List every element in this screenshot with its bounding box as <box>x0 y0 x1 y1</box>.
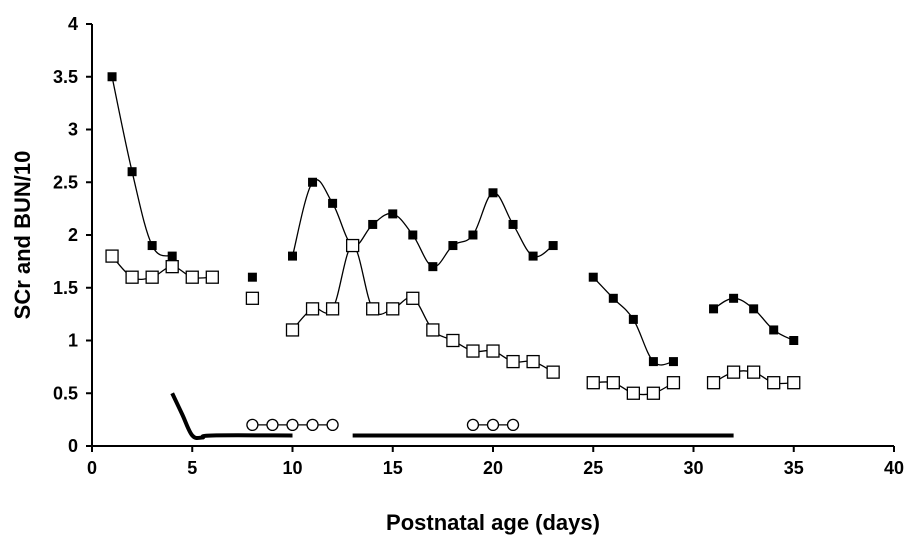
series-open-circle <box>246 418 520 432</box>
data-point-filled-square <box>648 357 658 367</box>
data-point-open-square <box>506 354 520 369</box>
series-open-square <box>105 238 801 400</box>
data-point-filled-square <box>288 251 297 261</box>
thick-line-segment <box>170 392 293 441</box>
data-point-open-square <box>706 376 721 390</box>
data-point-filled-square <box>167 251 177 261</box>
x-tick-label: 10 <box>282 458 302 478</box>
data-point-filled-square <box>107 72 117 82</box>
y-tick-group: 0 0.5 1 1.5 2 2.5 3 3.5 4 <box>53 14 92 456</box>
data-point-open-square <box>245 291 260 305</box>
data-point-filled-square <box>709 304 719 314</box>
data-point-open-circle <box>246 418 259 432</box>
series-filled-square <box>107 72 799 367</box>
data-point-open-circle <box>306 418 319 432</box>
data-point-filled-square <box>789 336 799 345</box>
data-point-open-square <box>366 302 380 316</box>
y-tick-label: 1 <box>68 331 78 351</box>
data-point-filled-square <box>548 241 558 251</box>
series-line <box>111 76 173 257</box>
data-point-filled-square <box>388 209 398 219</box>
data-point-filled-square <box>147 241 157 251</box>
data-point-filled-square <box>408 230 418 240</box>
data-point-open-square <box>426 323 440 337</box>
y-tick-label: 3 <box>68 120 78 140</box>
plot-area <box>105 72 801 441</box>
data-point-filled-square <box>528 251 538 261</box>
y-tick-label: 1.5 <box>53 278 78 298</box>
data-point-filled-square <box>468 230 478 240</box>
data-point-filled-square <box>328 198 338 208</box>
data-point-open-square <box>205 270 219 284</box>
data-point-filled-square <box>448 241 458 251</box>
data-point-open-circle <box>486 418 500 432</box>
data-point-open-square <box>325 302 340 316</box>
data-point-filled-square <box>729 293 739 303</box>
x-tick-label: 25 <box>583 458 603 478</box>
x-tick-label: 30 <box>683 458 703 478</box>
data-point-filled-square <box>488 188 498 198</box>
data-point-open-square <box>125 270 139 284</box>
data-point-open-square <box>646 386 661 400</box>
data-point-open-circle <box>326 418 339 432</box>
x-tick-label: 5 <box>187 458 197 478</box>
data-point-filled-square <box>608 293 618 303</box>
series-none <box>170 392 734 441</box>
data-point-open-square <box>305 302 320 316</box>
data-point-open-square <box>105 249 119 263</box>
data-point-filled-square <box>308 177 318 187</box>
data-point-filled-square <box>428 262 438 272</box>
data-point-open-square <box>406 291 420 305</box>
data-point-open-square <box>185 270 199 284</box>
y-axis-title: SCr and BUN/10 <box>10 151 35 320</box>
data-point-filled-square <box>247 272 257 282</box>
data-point-open-square <box>546 365 560 379</box>
data-point-open-square <box>626 386 640 400</box>
data-point-open-square <box>165 259 179 274</box>
data-point-filled-square <box>588 272 598 282</box>
data-point-open-square <box>666 376 681 390</box>
data-point-open-square <box>787 376 801 390</box>
data-point-filled-square <box>668 357 678 367</box>
y-tick-label: 0 <box>68 436 78 456</box>
data-point-open-square <box>446 333 460 348</box>
data-point-filled-square <box>628 314 638 324</box>
data-point-open-square <box>526 354 540 369</box>
data-point-open-square <box>486 344 500 358</box>
data-point-open-square <box>285 323 300 337</box>
y-tick-label: 2 <box>68 225 78 245</box>
data-point-open-circle <box>506 418 520 432</box>
x-tick-label: 35 <box>784 458 804 478</box>
data-point-open-square <box>606 376 620 390</box>
data-point-open-circle <box>286 418 299 432</box>
y-tick-label: 0.5 <box>53 383 78 403</box>
data-point-open-square <box>747 365 761 379</box>
data-point-filled-square <box>508 219 518 229</box>
x-tick-label: 40 <box>884 458 904 478</box>
data-point-open-square <box>466 344 480 358</box>
data-point-filled-square <box>769 325 779 335</box>
data-point-filled-square <box>127 167 137 177</box>
data-point-open-square <box>145 270 159 284</box>
x-axis-title: Postnatal age (days) <box>386 510 600 535</box>
data-point-filled-square <box>368 219 378 229</box>
x-tick-label: 0 <box>87 458 97 478</box>
y-tick-label: 3.5 <box>53 67 78 87</box>
data-point-open-square <box>345 238 360 253</box>
x-tick-group: 0 5 10 15 20 25 30 35 40 <box>87 446 904 478</box>
data-point-open-square <box>386 302 400 316</box>
data-point-filled-square <box>749 304 759 314</box>
y-tick-label: 2.5 <box>53 172 78 192</box>
y-tick-label: 4 <box>68 14 78 34</box>
data-point-open-square <box>726 365 741 379</box>
data-point-open-circle <box>466 418 480 432</box>
x-tick-label: 15 <box>383 458 403 478</box>
data-point-open-square <box>586 376 600 390</box>
data-point-open-circle <box>266 418 279 432</box>
x-tick-label: 20 <box>483 458 503 478</box>
data-point-open-square <box>767 376 781 390</box>
